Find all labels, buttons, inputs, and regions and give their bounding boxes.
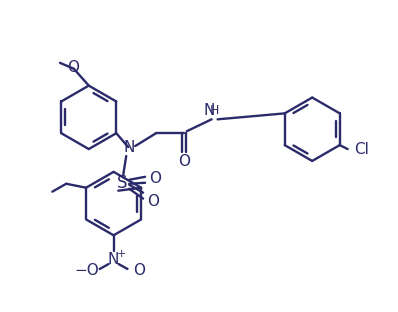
Text: N: N bbox=[204, 103, 215, 118]
Text: N: N bbox=[123, 139, 135, 154]
Text: O: O bbox=[67, 60, 79, 75]
Text: −O: −O bbox=[74, 263, 99, 279]
Text: H: H bbox=[210, 104, 219, 117]
Text: O: O bbox=[133, 263, 145, 279]
Text: +: + bbox=[117, 249, 126, 259]
Text: Cl: Cl bbox=[354, 142, 369, 157]
Text: N: N bbox=[108, 251, 119, 266]
Text: O: O bbox=[178, 154, 190, 169]
Text: O: O bbox=[149, 171, 161, 186]
Text: O: O bbox=[147, 194, 159, 209]
Text: S: S bbox=[117, 174, 127, 192]
